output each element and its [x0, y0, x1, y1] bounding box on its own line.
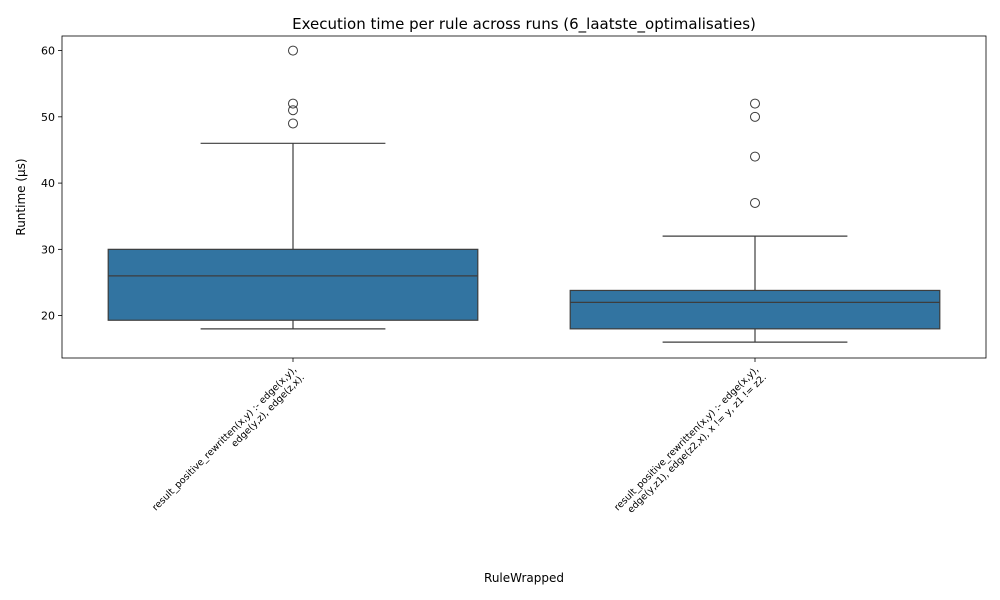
outlier-point [288, 105, 298, 116]
y-axis: 20 30 40 50 60 [41, 45, 62, 323]
chart-title: Execution time per rule across runs (6_l… [292, 15, 756, 34]
box-series [107, 45, 941, 343]
outlier-point [750, 197, 760, 208]
x-tick-label-line: edge(y,z1), edge(z2,x), x != y, z1 != z2… [626, 372, 769, 515]
y-tick-label: 40 [41, 177, 55, 190]
box-group [107, 45, 479, 330]
y-tick-label: 30 [41, 243, 55, 256]
outlier-point [288, 98, 298, 109]
x-tick-label-line: edge(y,z), edge(z,x). [229, 372, 307, 450]
x-axis: result_positive_rewritten(x,y) :- edge(x… [150, 358, 769, 515]
outlier-point [750, 151, 760, 162]
iqr-box [569, 289, 941, 330]
y-tick-label: 50 [41, 111, 55, 124]
outlier-point [288, 118, 298, 129]
x-tick-label: result_positive_rewritten(x,y) :- edge(x… [150, 364, 307, 513]
outlier-point [288, 45, 298, 56]
box-group [569, 98, 941, 343]
x-tick-label-line: result_positive_rewritten(x,y) :- edge(x… [150, 364, 299, 513]
x-axis-label: RuleWrapped [484, 571, 564, 585]
x-tick-label-line: result_positive_rewritten(x,y) :- edge(x… [612, 364, 761, 513]
y-axis-label: Runtime (µs) [14, 158, 28, 235]
iqr-box [107, 248, 479, 321]
y-tick-label: 20 [41, 310, 55, 323]
plot-area [61, 35, 987, 359]
x-tick-label: result_positive_rewritten(x,y) :- edge(x… [612, 364, 769, 515]
outlier-point [750, 111, 760, 122]
outlier-point [750, 98, 760, 109]
y-tick-label: 60 [41, 45, 55, 58]
